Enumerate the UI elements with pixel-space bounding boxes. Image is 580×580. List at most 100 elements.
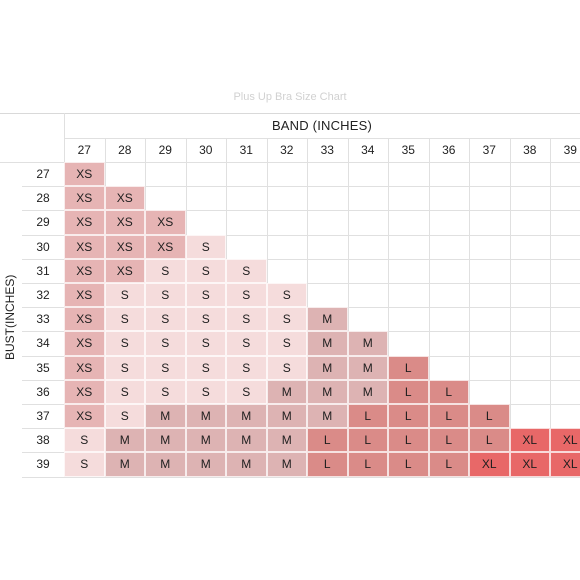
size-cell: XS xyxy=(64,355,105,380)
size-cell: XL xyxy=(509,428,550,453)
size-cell: M xyxy=(185,404,226,429)
size-cell: S xyxy=(185,258,226,283)
size-cell: XS xyxy=(64,186,105,211)
size-cell: S xyxy=(104,355,145,380)
band-label: 33 xyxy=(320,143,334,157)
size-cell: S xyxy=(226,307,267,332)
size-cell: L xyxy=(469,404,510,429)
size-cell: M xyxy=(307,355,348,380)
size-cell: M xyxy=(104,452,145,477)
x-axis-title: BAND (INCHES) xyxy=(271,118,373,133)
size-cell: L xyxy=(347,452,388,477)
size-cell: L xyxy=(347,404,388,429)
size-cell: S xyxy=(185,331,226,356)
gridline-horizontal xyxy=(22,235,580,236)
size-cell: M xyxy=(185,452,226,477)
gridline-horizontal xyxy=(22,210,580,211)
bust-label: 32 xyxy=(36,288,50,303)
band-label: 31 xyxy=(239,143,253,157)
band-label: 35 xyxy=(401,143,415,157)
size-cell: S xyxy=(145,258,186,283)
size-cell: XS xyxy=(104,258,145,283)
size-cell: S xyxy=(226,355,267,380)
size-cell: XS xyxy=(64,283,105,308)
band-label: 38 xyxy=(523,143,537,157)
size-cell: M xyxy=(307,379,348,404)
size-cell: XS xyxy=(64,210,105,235)
size-cell: M xyxy=(347,379,388,404)
bust-label: 35 xyxy=(36,360,50,375)
bust-label: 31 xyxy=(36,263,50,278)
bust-label: 37 xyxy=(36,409,50,424)
size-cell: M xyxy=(307,307,348,332)
size-cell: XS xyxy=(145,210,186,235)
size-cell: S xyxy=(104,283,145,308)
size-cell: XL xyxy=(550,452,580,477)
size-cell: S xyxy=(226,258,267,283)
size-cell: XS xyxy=(104,234,145,259)
gridline-horizontal xyxy=(64,138,580,139)
size-cell: L xyxy=(388,452,429,477)
size-cell: L xyxy=(347,428,388,453)
gridline-horizontal xyxy=(0,162,580,163)
size-cell: XS xyxy=(104,186,145,211)
size-cell: M xyxy=(347,331,388,356)
size-cell: XS xyxy=(64,307,105,332)
size-cell: L xyxy=(428,428,469,453)
size-cell: S xyxy=(64,452,105,477)
size-cell: XS xyxy=(104,210,145,235)
size-cell: XS xyxy=(64,379,105,404)
bust-label: 29 xyxy=(36,215,50,230)
bust-label: 36 xyxy=(36,384,50,399)
size-cell: S xyxy=(145,379,186,404)
size-cell: M xyxy=(145,428,186,453)
band-label: 39 xyxy=(563,143,577,157)
band-label: 29 xyxy=(158,143,172,157)
size-cell: XS xyxy=(64,404,105,429)
gridline-horizontal xyxy=(22,259,580,260)
size-cell: S xyxy=(145,307,186,332)
size-cell: S xyxy=(185,283,226,308)
size-cell: S xyxy=(145,355,186,380)
size-cell: S xyxy=(266,331,307,356)
size-cell: XS xyxy=(145,234,186,259)
size-cell: S xyxy=(104,379,145,404)
size-cell: S xyxy=(104,331,145,356)
size-cell: S xyxy=(226,283,267,308)
size-cell: L xyxy=(388,355,429,380)
size-cell: M xyxy=(266,404,307,429)
band-label: 36 xyxy=(442,143,456,157)
size-cell: S xyxy=(64,428,105,453)
band-label: 27 xyxy=(77,143,91,157)
size-cell: M xyxy=(145,404,186,429)
bust-label: 38 xyxy=(36,433,50,448)
size-cell: S xyxy=(185,307,226,332)
size-cell: S xyxy=(185,355,226,380)
size-cell: M xyxy=(226,404,267,429)
size-cell: S xyxy=(104,404,145,429)
chart-title: Plus Up Bra Size Chart xyxy=(233,91,347,103)
size-cell: L xyxy=(428,404,469,429)
size-cell: M xyxy=(266,452,307,477)
bust-label: 39 xyxy=(36,457,50,472)
bust-label: 30 xyxy=(36,239,50,254)
size-cell: S xyxy=(145,283,186,308)
band-label: 32 xyxy=(280,143,294,157)
size-cell: M xyxy=(226,452,267,477)
bust-label: 34 xyxy=(36,336,50,351)
header-divider xyxy=(0,113,580,114)
size-cell: XS xyxy=(64,258,105,283)
size-cell: XS xyxy=(64,331,105,356)
size-cell: M xyxy=(307,404,348,429)
size-cell: M xyxy=(266,428,307,453)
size-cell: M xyxy=(347,355,388,380)
size-cell: XS xyxy=(64,234,105,259)
size-cell: S xyxy=(266,283,307,308)
size-cell: L xyxy=(388,404,429,429)
bust-label: 33 xyxy=(36,312,50,327)
size-cell: L xyxy=(307,452,348,477)
size-cell: S xyxy=(185,379,226,404)
size-cell: S xyxy=(185,234,226,259)
size-cell: L xyxy=(307,428,348,453)
